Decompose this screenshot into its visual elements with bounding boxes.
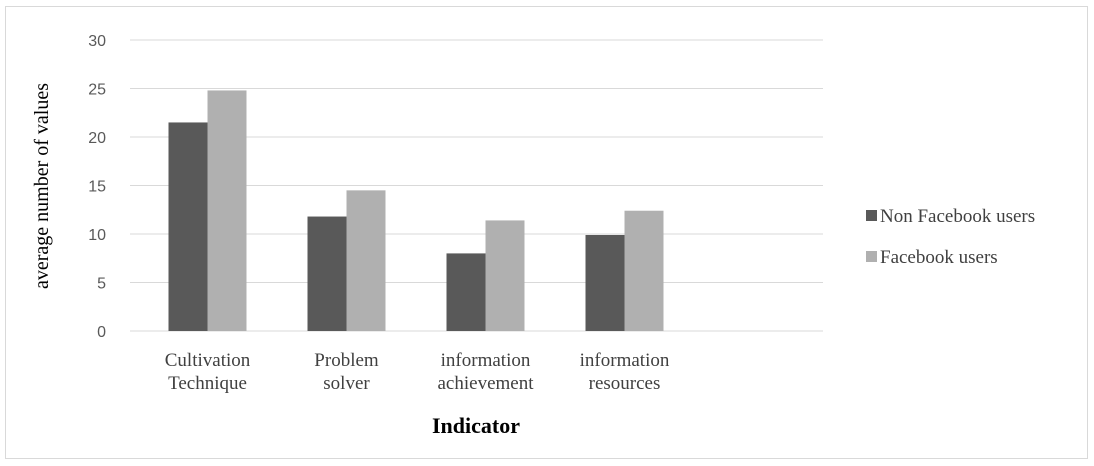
bar-non-facebook-1 bbox=[307, 216, 347, 331]
y-tick-label: 10 bbox=[88, 227, 106, 244]
legend-swatch bbox=[866, 251, 877, 262]
bar-non-facebook-3 bbox=[585, 234, 625, 331]
legend-swatch bbox=[866, 210, 877, 221]
legend: Non Facebook users Facebook users bbox=[866, 206, 1035, 268]
y-axis-title: average number of values bbox=[31, 83, 53, 289]
x-category-label: information bbox=[441, 350, 531, 371]
y-tick-label: 25 bbox=[88, 82, 106, 99]
x-axis-title: Indicator bbox=[432, 413, 520, 438]
x-category-label: Technique bbox=[168, 373, 247, 394]
bars bbox=[168, 90, 664, 331]
x-category-label: Problem bbox=[314, 350, 379, 371]
y-tick-label: 15 bbox=[88, 179, 106, 196]
y-tick-label: 20 bbox=[88, 130, 106, 147]
bar-non-facebook-0 bbox=[168, 122, 208, 331]
x-category-label: achievement bbox=[437, 373, 534, 394]
bar-facebook-2 bbox=[485, 220, 525, 331]
bar-facebook-3 bbox=[624, 210, 664, 331]
bar-facebook-0 bbox=[207, 90, 247, 331]
x-category-label: resources bbox=[589, 373, 661, 394]
legend-label: Non Facebook users bbox=[880, 206, 1035, 227]
y-tick-label: 5 bbox=[97, 276, 106, 293]
x-category-label: Cultivation bbox=[165, 350, 251, 371]
bar-non-facebook-2 bbox=[446, 253, 486, 331]
x-category-label: information bbox=[580, 350, 670, 371]
bar-facebook-1 bbox=[346, 190, 386, 331]
y-tick-label: 30 bbox=[88, 33, 106, 50]
y-tick-label: 0 bbox=[97, 324, 106, 341]
x-category-label: solver bbox=[323, 373, 370, 394]
y-axis-ticks: 0 5 10 15 20 25 30 bbox=[88, 33, 106, 341]
legend-label: Facebook users bbox=[880, 247, 998, 268]
